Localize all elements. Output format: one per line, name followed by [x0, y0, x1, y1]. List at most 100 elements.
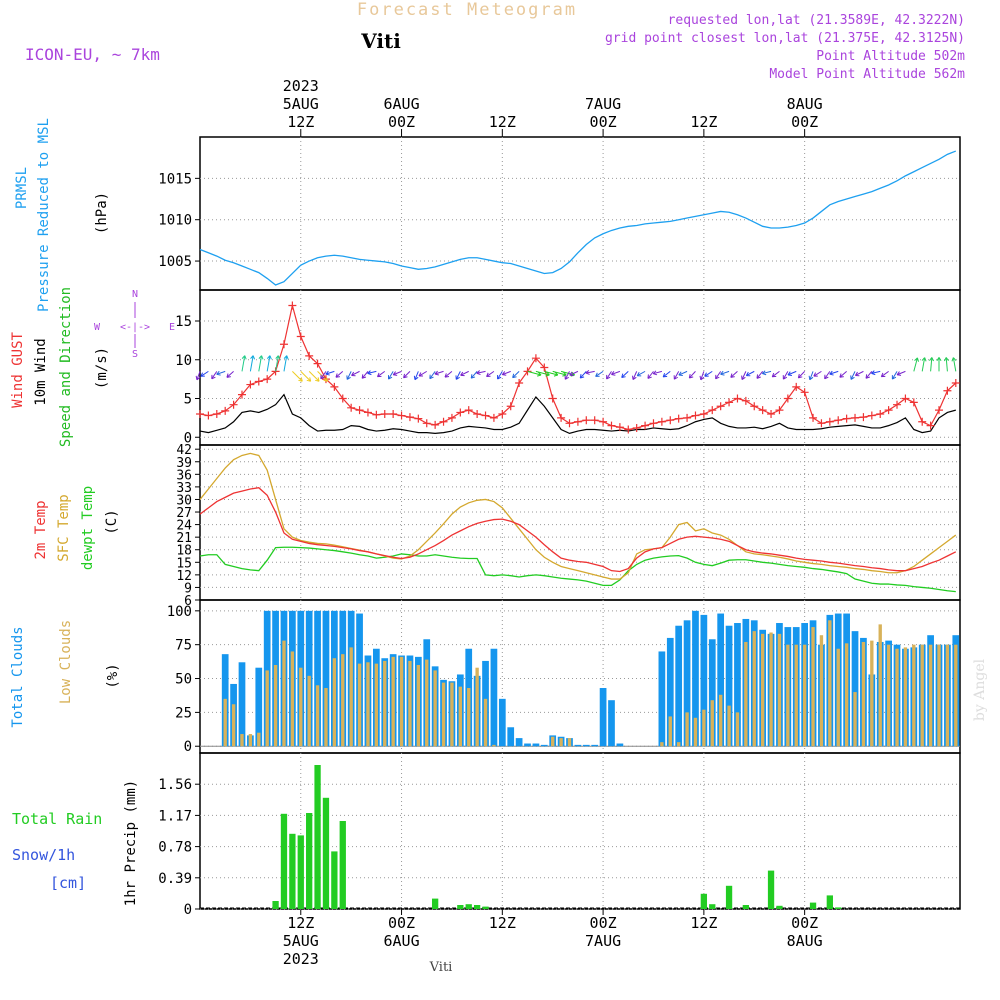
wind-direction-arrow	[662, 370, 671, 378]
low-cloud-bar	[903, 647, 908, 747]
bottom-time-label: 2023	[283, 950, 319, 968]
pressure-panel: 1005 1010 1015	[158, 136, 961, 291]
low-cloud-bar	[819, 635, 824, 747]
arrow-head	[936, 357, 942, 362]
wind-direction-arrow	[606, 371, 612, 380]
arrow-shaft	[829, 370, 839, 375]
rain-bar	[280, 813, 288, 909]
arrow-head	[611, 371, 616, 376]
arrow-head	[606, 374, 611, 380]
wind-direction-arrow	[824, 371, 831, 380]
arrow-head	[787, 371, 792, 376]
rain-bar	[767, 870, 775, 909]
arrow-head	[258, 355, 264, 360]
wind-direction-arrow	[854, 370, 864, 377]
arrow-head	[388, 375, 393, 380]
gust-marker	[464, 406, 473, 415]
arrow-shaft	[678, 370, 688, 376]
low-cloud-bar	[391, 656, 395, 747]
arrow-shaft	[647, 371, 654, 379]
rain-bar	[725, 885, 733, 909]
pressure-unit: (hPa)	[94, 192, 110, 234]
arrow-head	[929, 357, 935, 362]
arrow-head	[200, 372, 205, 377]
arrow-head	[741, 375, 746, 380]
arrow-head	[813, 372, 818, 377]
arrow-head	[346, 375, 351, 380]
arrow-head	[501, 371, 507, 376]
wind-direction-arrow	[756, 371, 764, 379]
wind-direction-arrow	[392, 370, 402, 376]
gust-marker	[817, 419, 826, 428]
rain-bar	[473, 905, 481, 909]
arrow-shaft	[552, 370, 567, 376]
arrow-shaft	[636, 370, 646, 377]
gust-marker	[372, 410, 381, 419]
low-cloud-bar	[928, 644, 933, 747]
gust-marker	[397, 411, 406, 420]
arrow-shaft	[216, 370, 226, 375]
arrow-head	[476, 370, 481, 376]
wind-direction-arrow	[652, 370, 663, 376]
wind-direction-arrow	[377, 370, 386, 378]
wind-direction-arrow	[460, 370, 469, 377]
gust-marker	[498, 410, 507, 418]
precip-tick-label: 1.17	[158, 808, 192, 824]
wind-direction-arrow	[569, 370, 579, 377]
compass-rose: N S W E <-|->	[94, 289, 175, 360]
gust-marker	[624, 425, 633, 434]
gust-marker	[851, 413, 860, 422]
arrow-head	[636, 372, 642, 377]
low-cloud-bar	[912, 644, 916, 747]
requested-coords: requested lon,lat (21.3589E, 42.3222N)	[668, 13, 965, 28]
wind-direction-arrow	[320, 371, 327, 380]
rain-bar	[339, 821, 346, 909]
temp2m-line	[199, 487, 957, 573]
arrow-shaft	[418, 370, 427, 377]
low-cloud-bar	[357, 663, 362, 747]
rain-bar	[457, 905, 464, 909]
wind-direction-arrow	[943, 357, 949, 372]
arrow-shaft	[569, 370, 579, 376]
gust-marker	[363, 408, 372, 417]
low-cloud-bar	[282, 640, 286, 747]
clouds-tick-label: 0	[184, 739, 192, 755]
low-clouds-label: Low Clouds	[58, 620, 74, 704]
total-cloud-bar	[490, 648, 498, 747]
low-cloud-bar	[954, 644, 958, 747]
wind-direction-arrow	[850, 371, 856, 380]
low-cloud-bar	[324, 688, 328, 747]
gust-marker	[884, 406, 893, 415]
clouds-unit: (%)	[105, 663, 121, 688]
top-time-label: 00Z	[590, 113, 617, 131]
pressure-reduced-label: Pressure Reduced to MSL	[36, 118, 52, 312]
low-cloud-bar	[567, 738, 572, 747]
point-altitude: Point Altitude 502m	[816, 49, 965, 64]
compass-center-icon: <-|->	[120, 322, 150, 333]
compass-south: S	[132, 349, 138, 360]
clouds-tick-label: 100	[167, 604, 192, 620]
gust-marker	[305, 351, 314, 360]
low-cloud-bar	[299, 667, 303, 747]
gust-marker	[456, 408, 465, 417]
arrow-shaft	[502, 370, 511, 376]
arrow-head	[647, 374, 652, 379]
wind-direction-arrow	[621, 371, 629, 379]
wind-direction-arrow	[704, 370, 713, 377]
arrow-head	[226, 373, 231, 378]
arrow-shaft	[952, 357, 957, 372]
arrow-shaft	[476, 370, 486, 374]
arrow-head	[361, 374, 367, 379]
gust-marker	[767, 410, 776, 418]
arrow-shaft	[730, 371, 738, 378]
temp2m-label: 2m Temp	[33, 500, 49, 559]
arrow-shaft	[855, 370, 864, 376]
arrow-shaft	[653, 370, 663, 375]
arrow-shaft	[798, 371, 806, 379]
total-cloud-bar	[725, 625, 733, 747]
low-cloud-bar	[416, 664, 421, 747]
gust-marker	[380, 410, 389, 418]
rain-bar	[826, 895, 833, 909]
temp-tick-label: 24	[176, 519, 192, 534]
